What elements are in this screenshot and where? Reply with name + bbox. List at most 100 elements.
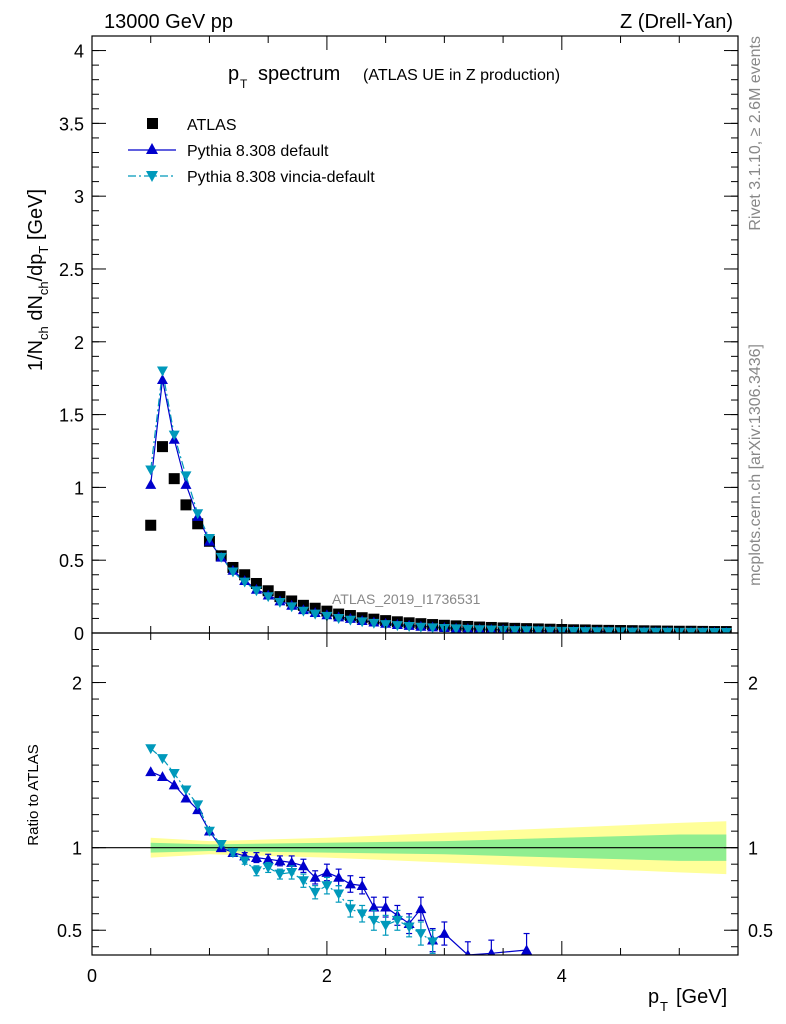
ratio-point-pythia-8-308-default [344,878,356,889]
legend: ATLAS Pythia 8.308 default Pythia 8.308 … [128,117,375,186]
ratio-point-pythia-8-308-vincia-default [274,869,286,880]
ratio-series [145,744,533,955]
data-point-pythia-8-308-vincia-default [344,615,356,626]
legend-marker-pythia-vincia [146,171,158,182]
ratio-point-pythia-8-308-default [380,901,392,912]
ratio-point-pythia-8-308-default [180,792,192,803]
ratio-point-pythia-8-308-default [250,852,262,862]
data-point-pythia-8-308-vincia-default [250,586,262,597]
data-point-pythia-8-308-vincia-default [474,625,486,633]
data-point-pythia-8-308-vincia-default [544,626,556,633]
ratio-point-pythia-8-308-vincia-default [415,929,427,940]
data-point-pythia-8-308-vincia-default [274,598,286,608]
title-p-sub: T [240,77,248,91]
ratio-point-pythia-8-308-vincia-default [192,800,204,811]
ratio-point-pythia-8-308-vincia-default [156,754,168,764]
ratio-point-pythia-8-308-default [521,944,533,955]
axes: 0 0.5 1 1.5 2 2.5 3 3.5 4 0.5 0.5 1 1 2 2 0 2 4 [57,35,773,986]
data-point-pythia-8-308-vincia-default [356,617,368,628]
ratio-point-pythia-8-308-vincia-default [297,876,309,887]
ratio-point-pythia-8-308-vincia-default [250,866,262,877]
ratio-y-tick-label: 0.5 [57,921,82,941]
main-y-tick-label: 3 [74,187,84,207]
ratio-point-pythia-8-308-default [321,866,333,877]
ratio-point-pythia-8-308-vincia-default [356,909,368,920]
ratio-point-pythia-8-308-default [487,947,496,955]
main-y-tick-label: 3.5 [59,114,84,134]
data-point-pythia-8-308-default [145,478,157,489]
legend-item-pythia-default: Pythia 8.308 default [128,143,329,160]
x-axis-label-unit: [GeV] [676,986,727,1008]
data-point-pythia-8-308-vincia-default [192,509,204,520]
ratio-point-pythia-8-308-default [274,855,286,866]
ratio-point-pythia-8-308-vincia-default [309,887,321,898]
data-point-atlas [192,518,204,530]
data-point-atlas [156,441,168,453]
x-axis-label-p: p [648,986,659,1008]
ratio-point-pythia-8-308-vincia-default [321,881,333,892]
ratio-point-pythia-8-308-vincia-default [333,889,345,900]
header-right: Z (Drell-Yan) [620,11,733,33]
data-point-pythia-8-308-vincia-default [626,627,638,633]
data-point-pythia-8-308-vincia-default [650,627,662,633]
main-title: p T spectrum (ATLAS UE in Z production) [228,63,560,91]
ratio-point-pythia-8-308-vincia-default [344,904,356,915]
ratio-point-pythia-8-308-vincia-default [368,915,380,926]
ratio-point-pythia-8-308-default [368,901,380,912]
data-point-pythia-8-308-vincia-default [415,622,427,633]
data-point-pythia-8-308-vincia-default [521,626,533,633]
data-point-pythia-8-308-vincia-default [368,618,380,629]
main-y-tick-label: 0.5 [59,551,84,571]
ratio-plot-frame [91,632,739,956]
ratio-y-tick-label: 2 [72,674,82,694]
legend-label-pythia-default: Pythia 8.308 default [187,143,329,160]
y-axis-label-main: 1/Nch dNch/dpT [GeV] [25,189,51,371]
ratio-point-pythia-8-308-vincia-default [215,839,227,850]
ratio-point-pythia-8-308-vincia-default [403,922,415,933]
ratio-point-pythia-8-308-default [286,857,298,867]
data-point-pythia-8-308-vincia-default [168,430,180,441]
legend-marker-pythia-default [146,143,158,154]
data-point-pythia-8-308-vincia-default [227,567,239,578]
data-point-pythia-8-308-vincia-default [568,626,580,633]
data-point-pythia-8-308-vincia-default [685,627,697,633]
data-point-atlas [145,519,157,531]
data-point-pythia-8-308-vincia-default [427,623,439,633]
main-y-tick-label: 2 [74,333,84,353]
ratio-point-pythia-8-308-vincia-default [145,744,157,755]
title-p: p [228,63,239,85]
ratio-point-pythia-8-308-default [438,928,450,938]
ratio-point-pythia-8-308-vincia-default [380,920,392,931]
ratio-point-pythia-8-308-default [333,871,345,882]
data-point-pythia-8-308-vincia-default [180,471,192,482]
title-sub: (ATLAS UE in Z production) [363,67,560,84]
ratio-point-pythia-8-308-vincia-default [262,863,274,873]
y-axis-label-ratio: Ratio to ATLAS [25,744,42,845]
data-point-pythia-8-308-vincia-default [403,622,415,632]
data-point-pythia-8-308-vincia-default [156,366,168,377]
ratio-point-pythia-8-308-vincia-default [180,785,192,796]
ratio-point-pythia-8-308-vincia-default [391,915,403,926]
data-point-pythia-8-308-vincia-default [309,609,321,620]
x-tick-label: 4 [557,966,567,986]
legend-item-atlas: ATLAS [147,117,237,134]
data-point-pythia-8-308-vincia-default [333,614,345,624]
ratio-y-tick-label-right: 2 [748,674,758,694]
data-point-pythia-8-308-vincia-default [509,626,521,633]
ratio-y-tick-label-right: 0.5 [748,921,773,941]
legend-label-atlas: ATLAS [187,117,237,134]
main-y-tick-label: 4 [74,42,84,62]
data-point-pythia-8-308-vincia-default [145,465,157,476]
data-point-pythia-8-308-vincia-default [638,627,650,633]
data-point-pythia-8-308-vincia-default [720,628,732,633]
ratio-point-pythia-8-308-vincia-default [239,856,251,867]
ratio-point-pythia-8-308-default [464,949,471,955]
data-point-pythia-8-308-vincia-default [286,602,298,613]
ratio-point-pythia-8-308-default [168,779,180,790]
data-point-atlas [180,499,192,511]
rivet-label: Rivet 3.1.10, ≥ 2.6M events [747,36,764,231]
ratio-point-pythia-8-308-default [145,766,157,777]
data-point-pythia-8-308-vincia-default [203,533,215,544]
ratio-y-tick-label: 1 [72,839,82,859]
